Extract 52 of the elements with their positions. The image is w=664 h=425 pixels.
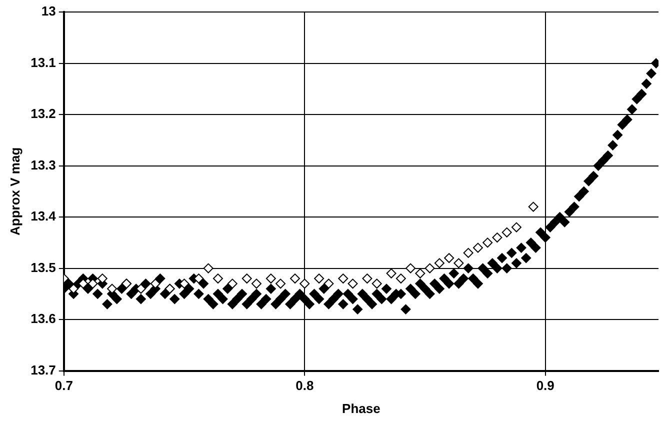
point bbox=[88, 278, 98, 289]
point bbox=[362, 274, 372, 284]
point bbox=[276, 278, 286, 289]
point bbox=[194, 274, 204, 284]
y-tick-label: 13.7 bbox=[30, 362, 56, 378]
point bbox=[472, 242, 483, 253]
x-tick-label: 0.7 bbox=[54, 378, 73, 394]
point bbox=[463, 248, 474, 258]
point bbox=[338, 274, 348, 284]
point bbox=[528, 202, 538, 212]
point bbox=[492, 232, 502, 243]
point bbox=[406, 263, 416, 274]
x-tick-label: 0.8 bbox=[296, 378, 314, 394]
point bbox=[300, 278, 310, 289]
point bbox=[251, 278, 262, 289]
point bbox=[511, 222, 522, 232]
x-axis-title: Phase bbox=[342, 400, 380, 416]
point bbox=[396, 274, 406, 284]
point bbox=[266, 274, 276, 284]
point bbox=[314, 274, 324, 284]
y-tick-label: 13.6 bbox=[30, 311, 56, 326]
point bbox=[415, 268, 426, 278]
point bbox=[150, 278, 160, 289]
y-tick-label: 13.5 bbox=[30, 260, 56, 275]
point bbox=[386, 268, 396, 278]
point bbox=[434, 258, 444, 268]
point bbox=[482, 238, 493, 248]
point bbox=[212, 274, 223, 284]
point bbox=[203, 263, 214, 274]
y-tick-label: 13.3 bbox=[30, 157, 56, 172]
point bbox=[348, 278, 358, 289]
point bbox=[290, 274, 300, 284]
point bbox=[502, 227, 512, 238]
point bbox=[444, 253, 454, 264]
point bbox=[372, 278, 382, 289]
point bbox=[424, 263, 435, 274]
point bbox=[107, 284, 118, 294]
point bbox=[78, 278, 88, 289]
point bbox=[242, 274, 252, 284]
y-tick-label: 13.2 bbox=[30, 106, 56, 122]
point bbox=[97, 274, 108, 284]
x-tick-label: 0.9 bbox=[536, 378, 554, 394]
y-axis-title: Approx V mag bbox=[7, 147, 22, 236]
point bbox=[324, 278, 334, 289]
y-tick-label: 13.1 bbox=[30, 54, 56, 70]
y-tick-label: 13.4 bbox=[30, 208, 57, 224]
point bbox=[179, 278, 190, 289]
point bbox=[454, 258, 464, 268]
y-tick-label: 13 bbox=[41, 4, 56, 19]
point bbox=[136, 284, 146, 294]
point bbox=[227, 278, 238, 289]
point bbox=[68, 284, 79, 294]
